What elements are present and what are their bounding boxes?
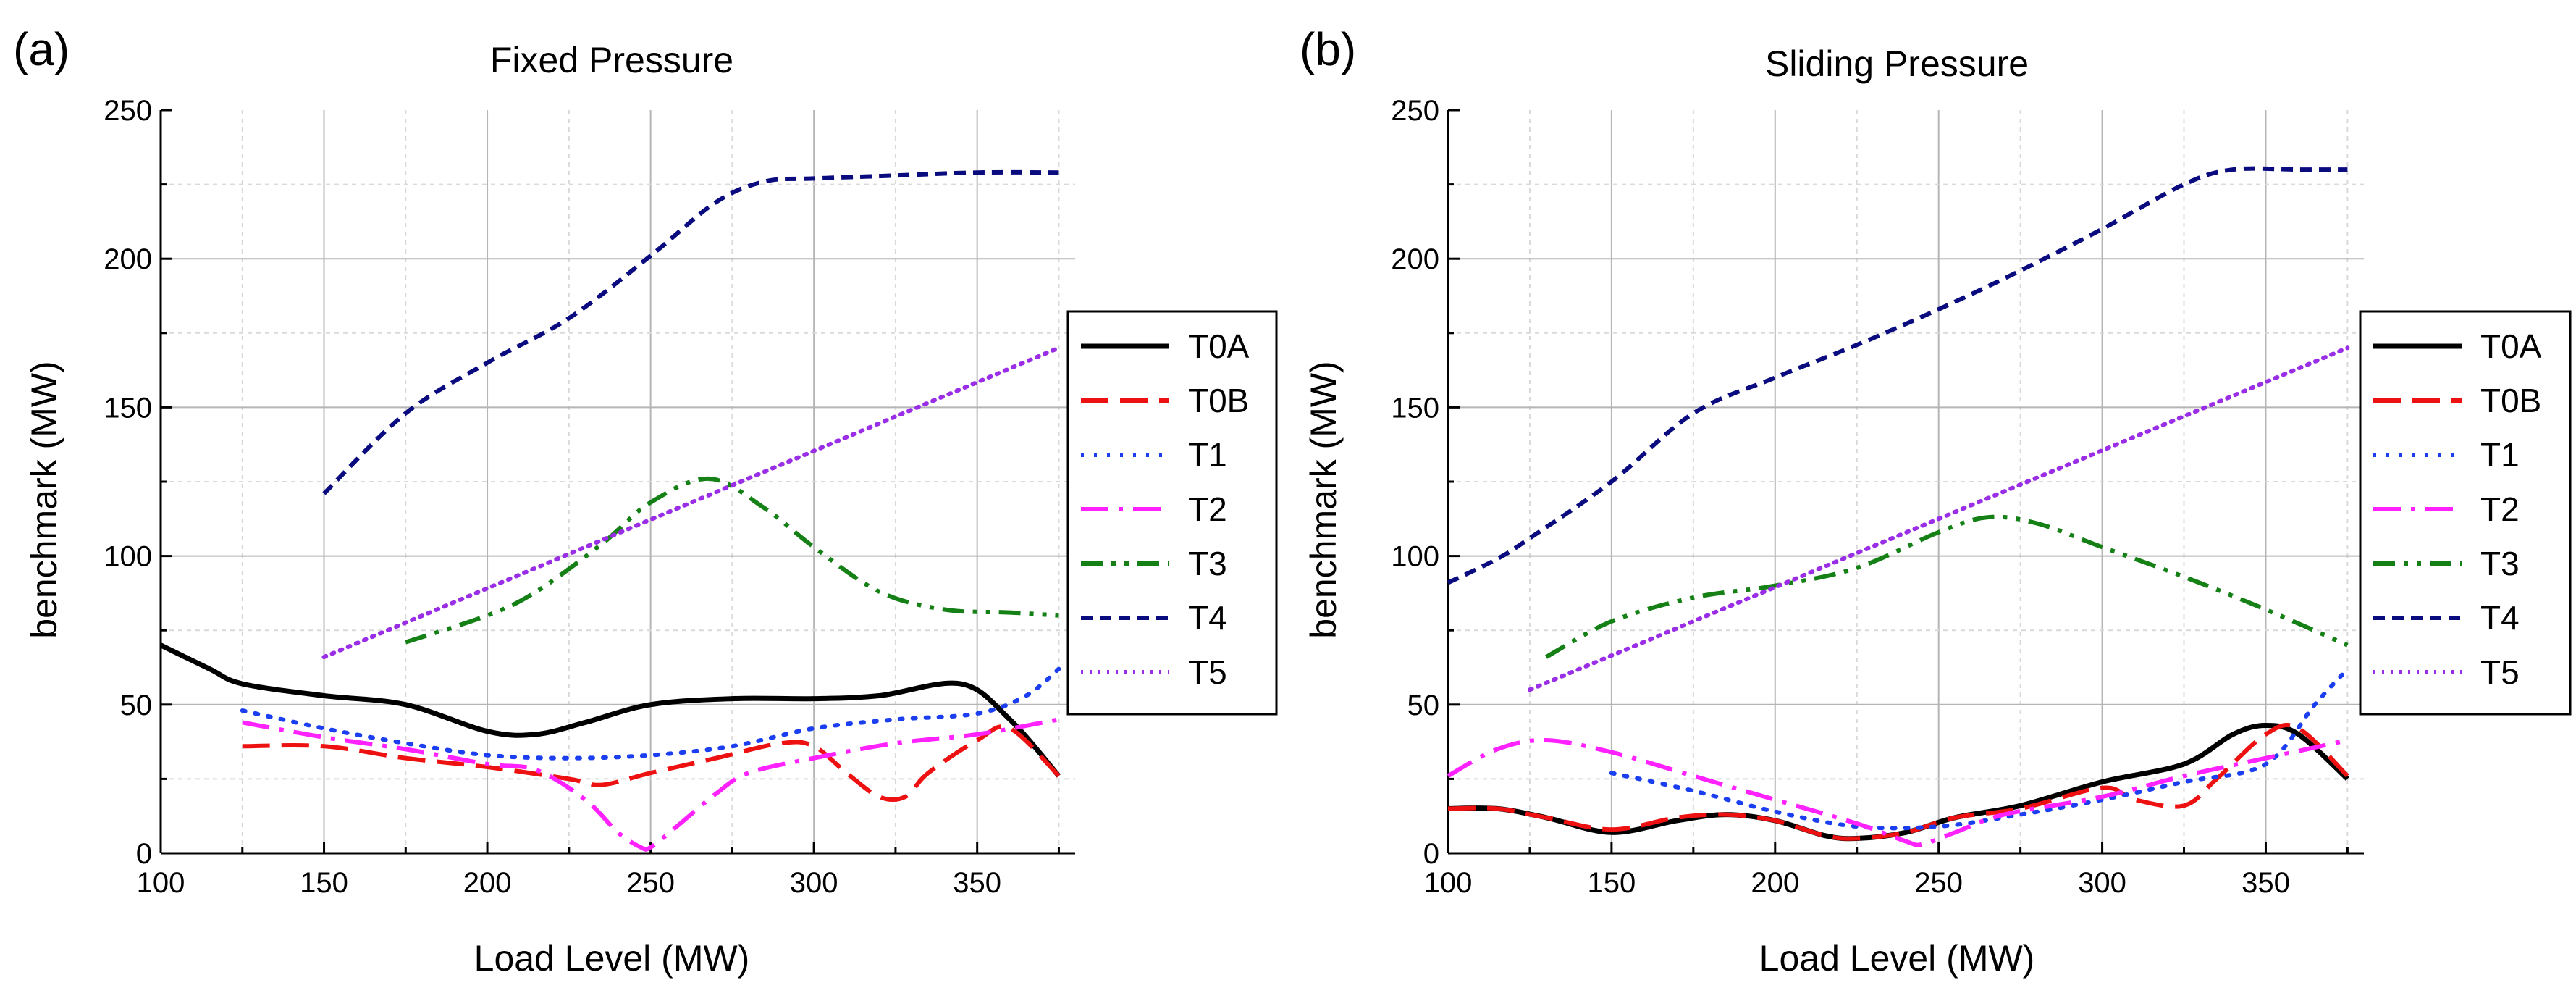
x-axis-label: Load Level (MW) xyxy=(474,938,750,979)
y-tick-label: 250 xyxy=(1391,95,1439,127)
x-tick-label: 150 xyxy=(1588,867,1636,899)
legend-label-t4: T4 xyxy=(1188,599,1227,637)
panel-fixed-pressure: (a) Fixed Pressure 100 150 200 250 300 350 0 50… xyxy=(13,23,1278,979)
panel-tag: (a) xyxy=(13,23,70,75)
x-tick-label: 200 xyxy=(463,867,512,899)
legend-label-t2: T2 xyxy=(1188,490,1227,528)
x-tick-label: 300 xyxy=(790,867,838,899)
y-tick-label: 50 xyxy=(120,690,153,721)
x-axis-label: Load Level (MW) xyxy=(1759,938,2035,979)
legend-box xyxy=(1066,310,1278,716)
series-line-t3 xyxy=(405,476,1059,645)
y-tick-label: 150 xyxy=(104,392,152,424)
legend-label-t0b: T0B xyxy=(1188,382,1249,419)
x-tick-label: 300 xyxy=(2078,867,2126,899)
legend-label-t3: T3 xyxy=(2480,545,2520,582)
x-tick-label: 150 xyxy=(300,867,348,899)
series-line-t4 xyxy=(322,169,1059,495)
series-line-t5 xyxy=(1527,345,2350,692)
series-line-t2 xyxy=(1447,737,2349,847)
y-tick-label: 100 xyxy=(104,541,152,573)
y-tick-label: 250 xyxy=(104,95,152,127)
y-tick-label: 200 xyxy=(104,243,152,275)
chart-title: Fixed Pressure xyxy=(490,40,733,80)
y-tick-label: 0 xyxy=(136,838,152,870)
legend-label-t0a: T0A xyxy=(1188,327,1250,365)
series-line-t5 xyxy=(321,345,1061,660)
legend-label-t5: T5 xyxy=(2480,653,2520,691)
legend-label-t3: T3 xyxy=(1188,545,1227,582)
x-tick-label: 100 xyxy=(137,867,185,899)
panel-tag: (b) xyxy=(1300,23,1356,75)
legend-label-t4: T4 xyxy=(2480,599,2520,637)
x-tick-label: 250 xyxy=(626,867,675,899)
legend-box xyxy=(2359,310,2572,716)
legend-label-t2: T2 xyxy=(2480,490,2520,528)
legend-label-t1: T1 xyxy=(1188,436,1227,474)
series-line-t0b xyxy=(242,724,1061,803)
legend-label-t0a: T0A xyxy=(2480,327,2542,365)
series-line-t3 xyxy=(1545,514,2349,659)
y-tick-label: 150 xyxy=(1391,392,1439,424)
series-line-t0a xyxy=(159,642,1061,778)
chart-title: Sliding Pressure xyxy=(1765,43,2029,84)
legend-label-t0b: T0B xyxy=(2480,382,2541,419)
series-line-t1 xyxy=(240,666,1061,761)
x-tick-label: 350 xyxy=(953,867,1001,899)
legend-label-t5: T5 xyxy=(1188,653,1227,691)
series-line-t1 xyxy=(1609,666,2350,831)
y-tick-label: 100 xyxy=(1391,541,1439,573)
y-tick-label: 50 xyxy=(1407,690,1440,721)
y-axis-label: benchmark (MW) xyxy=(1303,361,1344,638)
x-tick-label: 350 xyxy=(2242,867,2290,899)
x-tick-label: 250 xyxy=(1914,867,1963,899)
x-tick-label: 200 xyxy=(1751,867,1799,899)
panel-sliding-pressure: (b) Sliding Pressure 100 150 200 250 300 350 0… xyxy=(1300,23,2572,979)
series-line-t0b xyxy=(1447,722,2349,841)
y-tick-label: 200 xyxy=(1391,243,1439,275)
legend-label-t1: T1 xyxy=(2480,436,2520,474)
y-axis-label: benchmark (MW) xyxy=(24,361,64,638)
y-tick-label: 0 xyxy=(1423,838,1439,870)
x-tick-label: 100 xyxy=(1424,867,1473,899)
series-line-t4 xyxy=(1447,166,2348,585)
series-line-t2 xyxy=(242,717,1059,852)
